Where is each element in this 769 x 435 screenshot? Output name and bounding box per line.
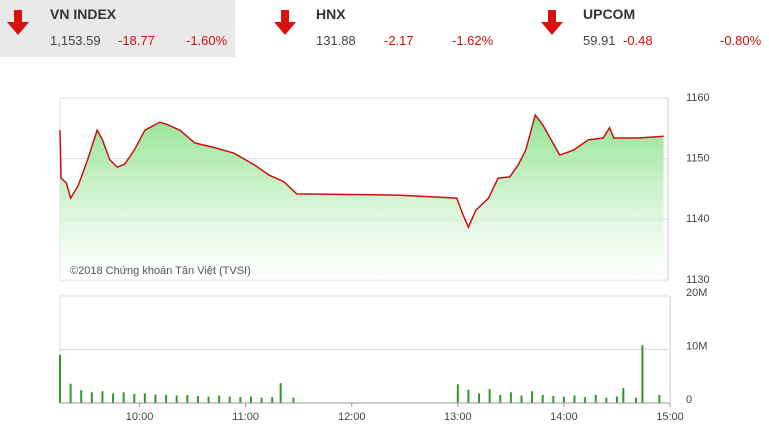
volume-bar [90,392,93,403]
volume-bar [260,397,263,403]
y-tick-label: 0 [686,394,692,406]
watermark: ©2018 Chứng khoán Tân Việt (TVSI) [70,265,251,277]
index-name: UPCOM [583,6,636,22]
volume-bar [615,396,618,403]
volume-bar [112,393,115,403]
volume-bar [143,393,146,403]
down-arrow [7,10,29,35]
x-tick-label: 12:00 [338,411,366,423]
down-arrow [541,10,563,35]
volume-bar [467,389,470,403]
volume-bar [154,394,157,403]
volume-bar [509,392,512,403]
volume-bar [499,394,502,403]
y-tick-label: 1140 [686,213,710,225]
x-tick-label: 10:00 [126,411,154,423]
volume-bar [101,391,104,403]
volume-bar [562,396,565,403]
price-area [60,114,664,280]
volume-bar [658,394,661,403]
y-tick-label: 10M [686,340,707,352]
volume-bar [165,394,168,403]
index-value: 59.91 [583,33,616,48]
volume-bar [605,397,608,403]
price-line [59,113,664,230]
volume-bar [271,397,274,403]
index-value: 131.88 [316,33,356,48]
index-name: VN INDEX [50,6,117,22]
y-tick-label: 1150 [686,153,710,165]
volume-bar [520,395,523,403]
y-tick-label: 1160 [686,92,710,104]
volume-bar [239,397,242,403]
volume-bar [622,388,625,403]
volume-bar [594,394,597,403]
volume-bar [196,396,199,403]
volume-bar [279,383,282,403]
index-change: -0.48 [623,33,653,48]
volume-bar [207,396,210,403]
volume-bar [635,397,638,403]
down-arrow [274,10,296,35]
index-change: -18.77 [118,33,155,48]
index-name: HNX [316,6,346,22]
volume-bar [478,393,481,403]
index-percent: -1.60% [186,33,228,48]
volume-bar [218,395,221,403]
volume-bar [573,395,576,403]
volume-bar [249,396,252,403]
volume-bar [228,396,231,403]
index-value: 1,153.59 [50,33,101,48]
volume-bar [541,394,544,403]
volume-bar [552,396,555,403]
index-panel[interactable]: VN INDEX 1,153.59 -18.77 -1.60% [0,0,235,57]
volume-bar [641,345,644,403]
volume-bar [59,354,61,403]
x-tick-label: 11:00 [232,411,259,423]
volume-bar [488,389,491,403]
y-tick-label: 1130 [686,274,710,286]
volume-bar [69,383,72,403]
volume-bar [292,397,295,403]
volume-bar [122,392,125,403]
volume-bar [456,384,459,403]
index-panel[interactable]: UPCOM 59.91 -0.48 -0.80% [532,0,769,57]
x-tick-label: 14:00 [550,411,578,423]
volume-bar [186,394,189,403]
volume-bar [80,390,83,403]
volume-bar [584,397,587,403]
x-tick-label: 13:00 [444,411,472,423]
index-percent: -1.62% [452,33,494,48]
volume-bar [175,395,178,403]
y-tick-label: 20M [686,287,707,299]
x-tick-label: 15:00 [656,411,684,423]
volume-bar [531,391,534,403]
index-percent: -0.80% [720,33,762,48]
index-change: -2.17 [384,33,414,48]
index-panel[interactable]: HNX 131.88 -2.17 -1.62% [265,0,515,57]
volume-bar [133,393,136,403]
